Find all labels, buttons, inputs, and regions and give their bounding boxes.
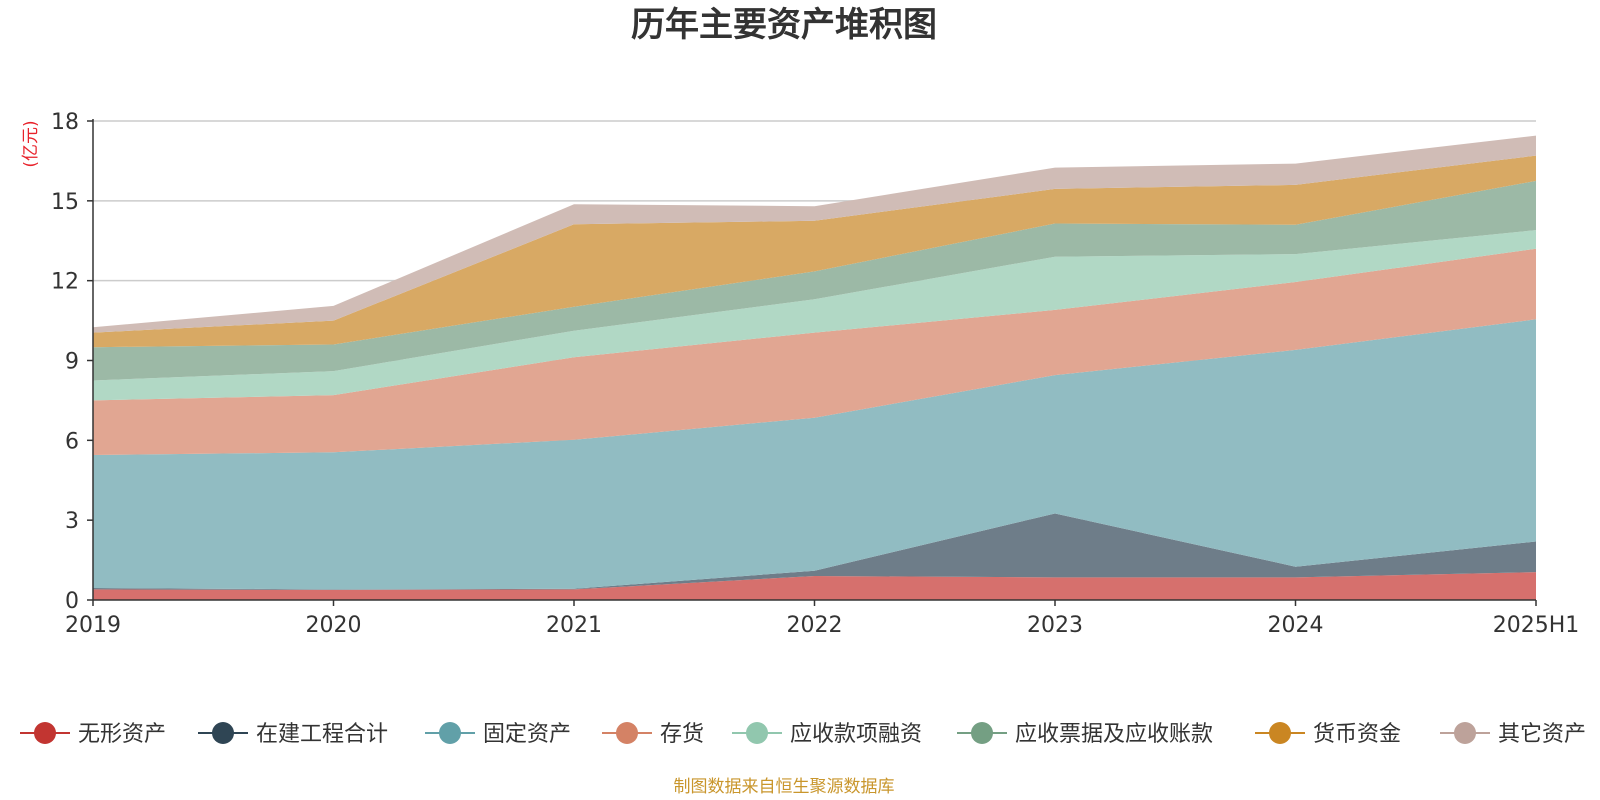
area-series[interactable] [93,319,1536,590]
area-series-group [93,135,1536,600]
legend-label: 货币资金 [1313,722,1401,747]
x-tick-label: 2024 [1268,613,1324,638]
legend-label: 应收款项融资 [790,722,922,747]
legend-label: 固定资产 [483,722,571,747]
legend[interactable]: 无形资产 在建工程合计 固定资产 存货 应收款项融资 应收票据及应收账款 货币资金 其它资产 [20,722,1586,747]
legend-item[interactable]: 其它资产 [1440,722,1586,747]
y-tick-label: 12 [51,270,79,295]
y-tick-label: 18 [51,110,79,135]
legend-item[interactable]: 无形资产 [20,722,166,747]
area-series[interactable] [93,513,1536,590]
x-tick-label: 2022 [787,613,843,638]
area-series[interactable] [93,155,1536,348]
y-tick-label: 3 [65,509,79,534]
legend-item[interactable]: 存货 [602,722,704,747]
y-unit-label: (亿元) [21,120,41,167]
legend-marker [971,722,993,744]
legend-marker [439,722,461,744]
legend-label: 应收票据及应收账款 [1015,722,1213,747]
legend-marker [212,722,234,744]
legend-marker [1454,722,1476,744]
legend-item[interactable]: 货币资金 [1255,722,1401,747]
x-tick-label: 2025H1 [1493,613,1580,638]
source-note: 制图数据来自恒生聚源数据库 [674,777,895,797]
y-tick-label: 6 [65,429,79,454]
area-series[interactable] [93,572,1536,600]
y-tick-label: 15 [51,190,79,215]
x-tick-label: 2019 [65,613,121,638]
axes: 0 3 6 9 12 15 18 2019 2020 2021 2022 2023 2024 2025H1 [51,110,1579,638]
legend-marker [616,722,638,744]
area-series[interactable] [93,135,1536,333]
x-tick-label: 2021 [546,613,602,638]
legend-item[interactable]: 应收款项融资 [732,722,922,747]
area-series[interactable] [93,230,1536,401]
x-tick-label: 2020 [306,613,362,638]
legend-item[interactable]: 在建工程合计 [198,722,388,747]
area-series[interactable] [93,180,1536,381]
x-tick-label: 2023 [1027,613,1083,638]
legend-label: 在建工程合计 [256,722,388,747]
legend-marker [34,722,56,744]
legend-label: 其它资产 [1498,722,1586,747]
legend-marker [746,722,768,744]
legend-label: 存货 [660,722,704,747]
y-tick-label: 9 [65,350,79,375]
chart-title: 历年主要资产堆积图 [631,5,937,45]
legend-item[interactable]: 应收票据及应收账款 [957,722,1213,747]
area-series[interactable] [93,248,1536,455]
legend-item[interactable]: 固定资产 [425,722,571,747]
legend-label: 无形资产 [78,722,166,747]
legend-marker [1269,722,1291,744]
y-tick-label: 0 [65,589,79,614]
